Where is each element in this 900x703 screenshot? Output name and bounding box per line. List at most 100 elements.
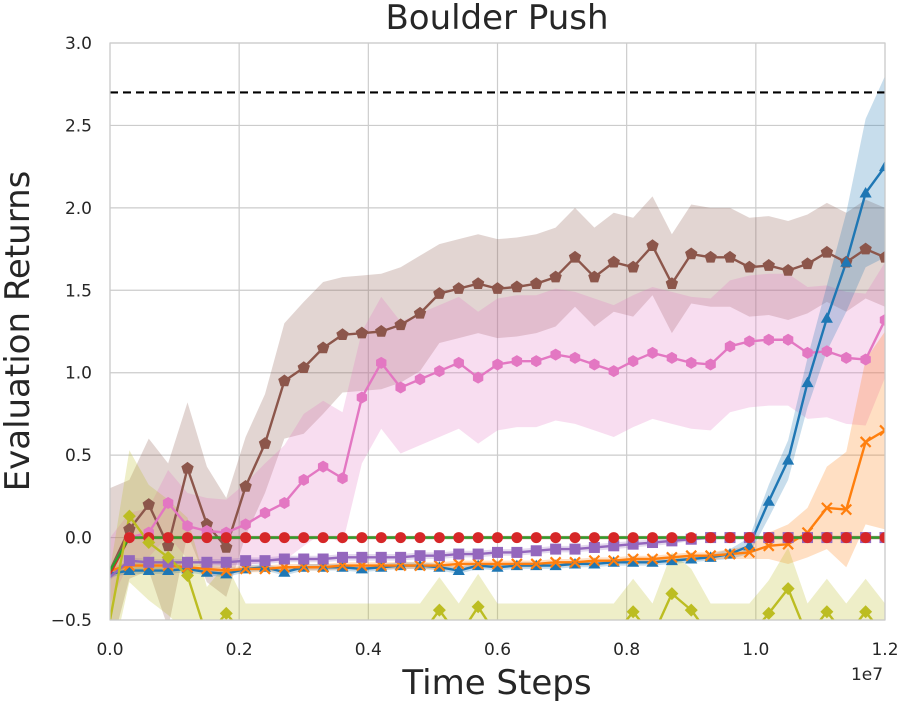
triangle-marker bbox=[859, 187, 872, 198]
triangle-marker bbox=[840, 256, 853, 267]
hexagon-marker bbox=[492, 358, 503, 371]
y-axis-ticks: −0.5 0.0 0.5 1.0 1.5 2.0 2.5 3.0 bbox=[51, 34, 92, 631]
hexagon-marker bbox=[589, 358, 600, 371]
diamond-marker bbox=[432, 603, 446, 617]
x-marker bbox=[569, 556, 581, 569]
square-marker bbox=[375, 551, 387, 563]
circle-marker bbox=[821, 532, 833, 544]
circle-marker bbox=[356, 532, 368, 544]
square-marker bbox=[511, 546, 523, 558]
x-axis-ticks: 0.0 0.2 0.4 0.6 0.8 1.0 1.2 bbox=[96, 640, 898, 660]
triangle-marker bbox=[665, 554, 678, 566]
x-marker-stroke bbox=[685, 549, 698, 562]
hexagon-marker bbox=[162, 496, 174, 509]
pentagon-marker bbox=[510, 280, 524, 293]
x-marker-stroke bbox=[646, 553, 659, 565]
hexagon-marker bbox=[802, 346, 813, 359]
square-marker bbox=[530, 545, 542, 557]
square-marker bbox=[143, 556, 155, 568]
diamond-marker bbox=[665, 587, 679, 601]
circle-marker bbox=[782, 532, 794, 544]
pentagon-marker bbox=[762, 259, 775, 271]
circle-marker bbox=[550, 532, 562, 544]
pentagon-marker bbox=[200, 517, 214, 530]
hexagon-marker bbox=[608, 365, 619, 378]
circle-marker bbox=[588, 532, 600, 544]
x-marker-stroke bbox=[511, 558, 523, 570]
square-marker bbox=[298, 553, 310, 565]
circle-marker bbox=[472, 532, 484, 544]
circle-marker bbox=[860, 532, 872, 544]
pentagon-marker bbox=[471, 277, 485, 289]
x-exponent-label: 1e7 bbox=[851, 665, 883, 685]
circle-marker bbox=[511, 532, 523, 544]
x-marker-stroke bbox=[607, 554, 620, 567]
pentagon-marker bbox=[316, 341, 330, 354]
pentagon-marker bbox=[820, 245, 834, 258]
square-marker bbox=[588, 541, 600, 553]
hexagon-marker bbox=[666, 351, 678, 364]
triangle-marker bbox=[801, 376, 814, 388]
triangle-marker bbox=[142, 564, 155, 576]
diamond-marker bbox=[626, 605, 640, 619]
circle-marker bbox=[724, 532, 736, 544]
x-marker-stroke bbox=[840, 503, 853, 516]
pentagon-marker bbox=[685, 247, 698, 260]
x-marker-stroke bbox=[414, 559, 426, 572]
square-marker bbox=[201, 556, 213, 568]
circle-marker bbox=[414, 532, 426, 544]
hexagon-marker bbox=[647, 346, 658, 359]
x-marker-stroke bbox=[549, 556, 562, 569]
hexagon-marker bbox=[782, 333, 794, 346]
pentagon-marker bbox=[394, 318, 407, 331]
square-marker bbox=[337, 551, 348, 563]
circle-marker bbox=[123, 532, 135, 544]
pentagon-marker bbox=[665, 277, 679, 289]
x-marker bbox=[859, 436, 872, 448]
hexagon-marker bbox=[317, 460, 329, 473]
pentagon-marker bbox=[355, 326, 369, 339]
hexagon-marker bbox=[182, 520, 193, 533]
square-marker bbox=[627, 538, 639, 550]
diamond-marker bbox=[762, 606, 776, 620]
diamond-marker bbox=[161, 550, 175, 564]
pentagon-marker bbox=[491, 282, 504, 294]
diamond-marker bbox=[471, 600, 485, 614]
pentagon-marker bbox=[278, 374, 291, 387]
y-axis-label: Evaluation Returns bbox=[0, 171, 38, 492]
y-tick-label: 0.0 bbox=[65, 529, 92, 549]
confidence-band bbox=[110, 331, 885, 574]
x-tick-label: 1.0 bbox=[742, 640, 769, 660]
x-marker-stroke bbox=[569, 556, 581, 569]
square-marker bbox=[414, 550, 426, 562]
circle-marker bbox=[802, 532, 813, 544]
pentagon-marker bbox=[239, 479, 252, 492]
x-tick-label: 1.2 bbox=[871, 640, 898, 660]
hexagon-marker bbox=[298, 473, 309, 486]
circle-marker bbox=[337, 532, 348, 544]
x-marker-stroke bbox=[743, 546, 756, 559]
triangle-marker bbox=[627, 556, 640, 567]
diamond-marker bbox=[181, 568, 194, 582]
x-marker bbox=[743, 546, 756, 559]
circle-marker bbox=[685, 532, 697, 544]
hexagon-marker bbox=[240, 518, 251, 531]
x-marker bbox=[627, 553, 639, 565]
x-marker-stroke bbox=[588, 554, 601, 567]
diamond-marker bbox=[820, 605, 834, 619]
pentagon-marker bbox=[258, 437, 272, 449]
hexagon-marker bbox=[860, 353, 871, 366]
x-marker bbox=[472, 558, 484, 570]
hexagon-marker bbox=[744, 335, 755, 348]
series-markers bbox=[122, 160, 885, 620]
triangle-marker bbox=[588, 557, 601, 569]
x-tick-label: 0.2 bbox=[226, 640, 253, 660]
y-tick-label: 2.5 bbox=[65, 116, 92, 136]
hexagon-marker bbox=[395, 381, 406, 394]
diamond-marker bbox=[122, 509, 136, 523]
y-tick-label: 0.5 bbox=[65, 446, 92, 466]
triangle-marker bbox=[878, 160, 885, 172]
hexagon-marker bbox=[434, 365, 445, 378]
pentagon-marker bbox=[704, 250, 717, 263]
triangle-marker bbox=[278, 566, 291, 577]
